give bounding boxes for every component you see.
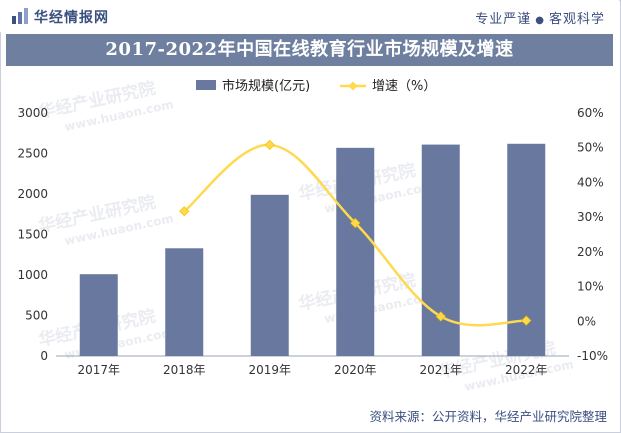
y-left-tick-label: 3000 <box>17 106 48 120</box>
header-bar: 华经情报网 专业严谨 ● 客观科学 <box>0 0 619 32</box>
bar-2021年 <box>421 144 460 356</box>
growth-point-2019年 <box>264 139 275 151</box>
chart-title: 2017-2022年中国在线教育行业市场规模及增速 <box>6 34 613 66</box>
y-right-tick-label: 10% <box>577 280 604 294</box>
y-left-tick-label: 0 <box>40 349 48 363</box>
legend-line-label: 增速（%） <box>372 79 436 94</box>
source-note: 资料来源：公开资料，华经产业研究院整理 <box>369 409 607 424</box>
bar-2019年 <box>250 194 289 356</box>
slogan-left: 专业严谨 <box>475 12 532 27</box>
x-tick-label: 2019年 <box>248 363 291 377</box>
y-right-tick-label: 0% <box>577 314 596 328</box>
y-left-tick-label: 2500 <box>17 147 48 161</box>
x-tick-label: 2020年 <box>334 363 377 377</box>
y-right-tick-label: 30% <box>577 210 604 224</box>
bar-2018年 <box>165 248 204 356</box>
slogan-right: 客观科学 <box>548 12 605 27</box>
x-tick-label: 2022年 <box>505 363 548 377</box>
y-left-tick-label: 2000 <box>17 187 48 201</box>
bar-2020年 <box>336 147 375 356</box>
y-right-tick-label: 60% <box>577 106 604 120</box>
brand-name: 华经情报网 <box>34 10 109 26</box>
y-right-tick-label: 50% <box>577 141 604 155</box>
bar-chart-logo-icon <box>12 8 28 24</box>
x-tick-label: 2017年 <box>77 363 120 377</box>
y-left-tick-label: 1000 <box>17 268 48 282</box>
y-left-tick-label: 1500 <box>17 228 48 242</box>
y-right-tick-label: 40% <box>577 175 604 189</box>
y-right-tick-label: -10% <box>577 349 608 363</box>
legend-line-marker <box>348 81 358 91</box>
x-tick-label: 2018年 <box>163 363 206 377</box>
y-right-tick-label: 20% <box>577 245 604 259</box>
growth-point-2021年 <box>435 311 446 322</box>
growth-point-2022年 <box>521 315 532 326</box>
x-tick-label: 2021年 <box>419 363 462 377</box>
growth-point-2020年 <box>350 217 361 229</box>
growth-point-2018年 <box>179 206 190 217</box>
legend-bar-swatch <box>196 80 216 90</box>
y-left-tick-label: 500 <box>25 309 48 323</box>
slogan: 专业严谨 ● 客观科学 <box>475 12 605 27</box>
bar-2017年 <box>79 274 118 356</box>
legend-bar-label: 市场规模(亿元) <box>222 78 310 94</box>
